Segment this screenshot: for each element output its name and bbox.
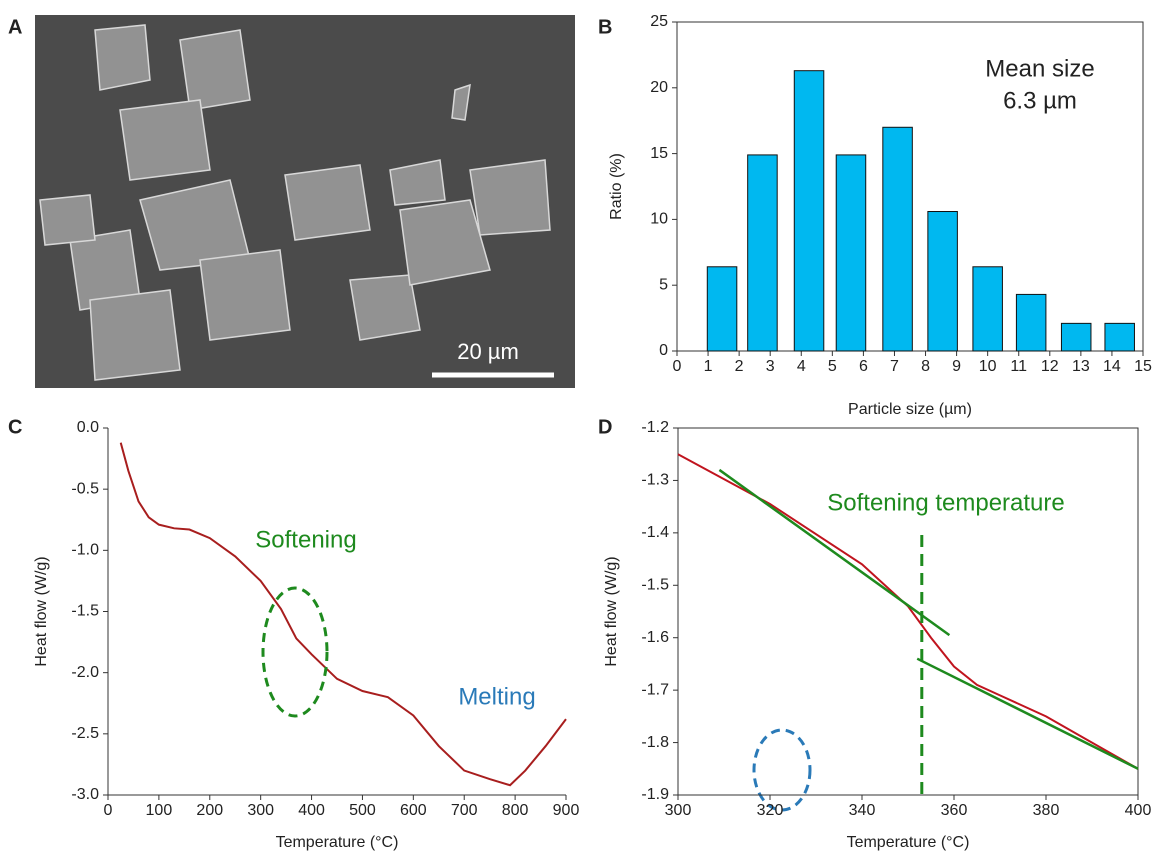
panel-label: A	[8, 16, 22, 38]
y-axis-label: Ratio (%)	[608, 153, 625, 220]
y-tick-label: -1.5	[641, 577, 669, 594]
annotation: 6.3 µm	[1003, 87, 1077, 114]
y-tick-label: 25	[650, 13, 668, 30]
x-tick-label: 0	[673, 358, 682, 375]
y-axis-label: Heat flow (W/g)	[603, 556, 620, 666]
highlight-ellipse	[261, 586, 329, 718]
y-tick-label: -2.5	[71, 725, 99, 742]
bar	[706, 266, 738, 352]
x-tick-label: 380	[1033, 802, 1060, 819]
x-tick-label: 400	[1125, 802, 1152, 819]
x-tick-label: 14	[1103, 358, 1121, 375]
x-tick-label: 2	[735, 358, 744, 375]
panel-label: B	[598, 16, 612, 38]
y-tick-label: -1.6	[641, 629, 669, 646]
x-tick-label: 320	[757, 802, 784, 819]
data-line	[119, 442, 567, 787]
y-tick-label: 0	[659, 342, 668, 359]
bar	[972, 266, 1003, 352]
chart-panel: D 300 320 340 360 380 400 -1.9 -1.8 -1.7 -1.6 -1.5 -…	[598, 416, 1151, 851]
x-tick-label: 360	[941, 802, 968, 819]
x-tick-label: 5	[828, 358, 837, 375]
sem-image: 20 µm A	[8, 15, 575, 388]
y-tick-label: -1.7	[641, 681, 669, 698]
y-axis-label: Heat flow (W/g)	[33, 556, 50, 666]
x-tick-label: 700	[451, 802, 478, 819]
tangent-line	[718, 468, 951, 637]
highlight-ellipse	[752, 728, 812, 812]
bar	[1104, 322, 1135, 352]
y-tick-label: -3.0	[71, 786, 99, 803]
y-tick-label: -2.0	[71, 664, 99, 681]
x-tick-label: 12	[1041, 358, 1059, 375]
chart-panel: B0 1 2 3 4 5 6 7 8 9 10 11 12 13 14 150510152025Particl…	[598, 13, 1152, 418]
annotation: Softening temperature	[827, 489, 1064, 516]
bar	[747, 154, 778, 352]
y-tick-label: 0.0	[77, 419, 99, 436]
x-tick-label: 100	[146, 802, 173, 819]
x-tick-label: 0	[104, 802, 113, 819]
x-tick-label: 3	[766, 358, 775, 375]
y-tick-label: 5	[659, 276, 668, 293]
x-tick-label: 9	[952, 358, 961, 375]
x-tick-label: 7	[890, 358, 899, 375]
x-tick-label: 600	[400, 802, 427, 819]
annotation: Softening	[255, 526, 356, 553]
y-tick-label: -1.2	[641, 419, 669, 436]
chart-panel: C 0 100 200 300 400 500 600 700 800 900 -3.0 -2.5 -2.…	[8, 416, 812, 851]
x-tick-label: 400	[298, 802, 325, 819]
x-tick-label: 300	[247, 802, 274, 819]
tangent-line	[916, 657, 1139, 770]
x-tick-label: 200	[196, 802, 223, 819]
x-tick-label: 340	[849, 802, 876, 819]
x-tick-label: 6	[859, 358, 868, 375]
panel-label: C	[8, 416, 22, 438]
x-tick-label: 500	[349, 802, 376, 819]
annotation: Mean size	[985, 55, 1094, 82]
plot-frame	[677, 427, 1139, 796]
bar	[1060, 322, 1092, 352]
x-axis-label: Temperature (°C)	[847, 834, 970, 851]
x-tick-label: 8	[921, 358, 930, 375]
y-tick-label: -1.5	[71, 603, 99, 620]
x-tick-label: 13	[1072, 358, 1090, 375]
particles	[39, 24, 551, 381]
x-tick-label: 15	[1134, 358, 1152, 375]
y-tick-label: -1.9	[641, 786, 669, 803]
annotation: Melting	[458, 683, 535, 710]
y-tick-label: -1.4	[641, 524, 669, 541]
y-tick-label: -1.8	[641, 734, 669, 751]
x-tick-label: 10	[979, 358, 997, 375]
bar	[927, 211, 958, 352]
bar	[793, 70, 825, 352]
y-tick-label: -0.5	[71, 480, 99, 497]
x-tick-label: 800	[502, 802, 529, 819]
x-tick-label: 11	[1010, 358, 1027, 375]
y-tick-label: 15	[650, 145, 668, 162]
data-line	[677, 453, 1139, 770]
x-tick-label: 1	[704, 358, 713, 375]
axes	[107, 428, 566, 796]
scale-bar-label: 20 µm	[457, 339, 519, 364]
x-tick-label: 300	[665, 802, 692, 819]
bar	[1015, 293, 1047, 352]
panel-label: D	[598, 416, 612, 438]
x-tick-label: 4	[797, 358, 806, 375]
x-axis-label: Particle size (µm)	[848, 401, 972, 418]
bar	[882, 126, 913, 352]
y-tick-label: 20	[650, 79, 668, 96]
y-tick-label: 10	[650, 211, 668, 228]
x-tick-label: 900	[553, 802, 580, 819]
y-tick-label: -1.3	[641, 472, 669, 489]
x-axis-label: Temperature (°C)	[276, 834, 399, 851]
bar	[835, 154, 867, 352]
y-tick-label: -1.0	[71, 542, 99, 559]
